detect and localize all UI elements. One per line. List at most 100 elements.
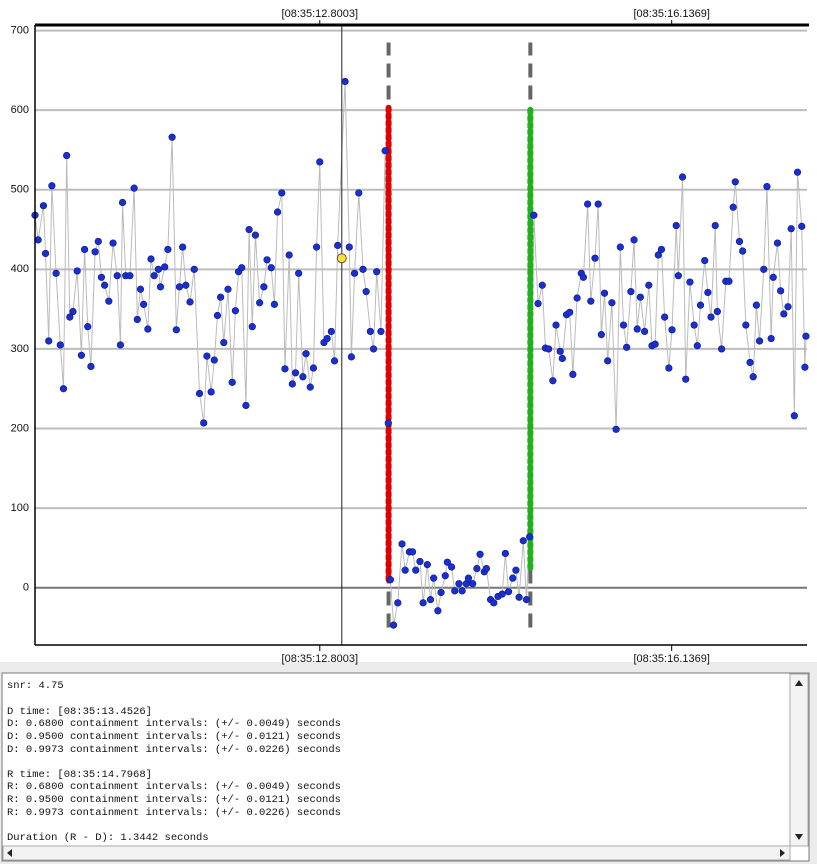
data-point [105,297,113,305]
data-point [309,364,318,372]
data-point [291,369,300,377]
data-point [686,278,694,286]
data-point [798,222,806,230]
cursor-point [336,253,347,264]
data-point [136,285,145,293]
log-panel [1,672,810,862]
horizontal-scrollbar[interactable] [2,845,791,861]
data-point [423,561,431,569]
scroll-left[interactable] [7,849,12,857]
scroll-up[interactable] [795,680,803,686]
data-point [678,173,687,181]
data-point [41,249,50,258]
data-point [482,564,490,573]
data-point [401,566,409,574]
data-point [600,289,609,297]
data-point [793,168,802,176]
scroll-right[interactable] [780,849,785,857]
data-point [69,307,77,316]
data-point [619,321,628,329]
data-point [330,357,339,365]
y-tick-label: 600 [11,104,29,116]
data-point [220,338,228,347]
data-point [538,281,546,289]
data-point [34,236,42,244]
data-point [91,248,99,256]
data-point [447,563,456,571]
data-point [443,558,451,566]
data-point [175,283,184,291]
data-point [608,299,616,307]
data-point [126,272,134,280]
data-point [182,281,190,289]
data-point [696,301,705,309]
data-point [640,327,649,336]
data-point [77,351,86,359]
data-point [195,389,204,398]
data-point [713,307,721,316]
data-point [84,323,92,331]
data-point [251,231,260,239]
data-point [623,343,631,351]
data-point [334,241,342,250]
data-point [790,412,798,420]
data-point [45,337,53,345]
data-point [101,281,109,289]
data-point [441,572,449,580]
data-point [657,245,666,254]
data-point [426,596,435,604]
data-point [203,352,211,360]
data-point [224,285,232,293]
data-point [154,265,162,273]
y-tick-label: 0 [23,582,29,594]
data-point [749,373,757,381]
data-point [398,540,406,548]
data-point [746,358,754,367]
data-point [707,313,715,321]
data-point [668,326,676,334]
data-point [48,182,56,190]
data-point [519,537,527,545]
data-point [168,133,176,141]
data-point [316,158,324,166]
x-tick-label: [08:35:16.1369] [633,653,709,665]
data-point [359,265,367,273]
log-text: snr: 4.75 D time: [08:35:13.4526]D: 0.680… [7,680,341,844]
data-point [345,243,353,251]
data-point [408,548,417,556]
scroll-down[interactable] [795,834,803,840]
data-point [526,533,534,541]
y-tick-label: 100 [11,502,29,514]
data-point [469,580,477,588]
data-point [394,599,402,607]
data-point [190,265,198,273]
data-point [763,182,771,191]
data-point [213,311,222,320]
data-point [248,323,256,331]
data-point [784,303,792,311]
data-point [711,221,719,230]
data-point [674,272,682,280]
vertical-scrollbar[interactable] [789,673,809,847]
data-point [156,283,165,291]
data-point [490,599,498,607]
data-point [179,243,187,251]
data-point [591,254,599,262]
data-point [672,221,680,230]
data-point [200,419,208,427]
data-point [731,178,739,186]
data-point [161,263,169,271]
data-point [164,245,172,254]
data-point [109,239,117,247]
data-point [150,272,158,280]
data-point [594,200,602,208]
data-point [717,345,726,353]
data-point [231,307,239,315]
data-point [636,293,644,301]
data-point [773,239,782,247]
data-point [604,357,612,365]
data-point [66,313,74,321]
chart-background [0,0,817,662]
y-tick-label: 300 [11,343,29,355]
log-line: R: 0.6800 containment intervals: (+/- 0.… [7,781,341,793]
